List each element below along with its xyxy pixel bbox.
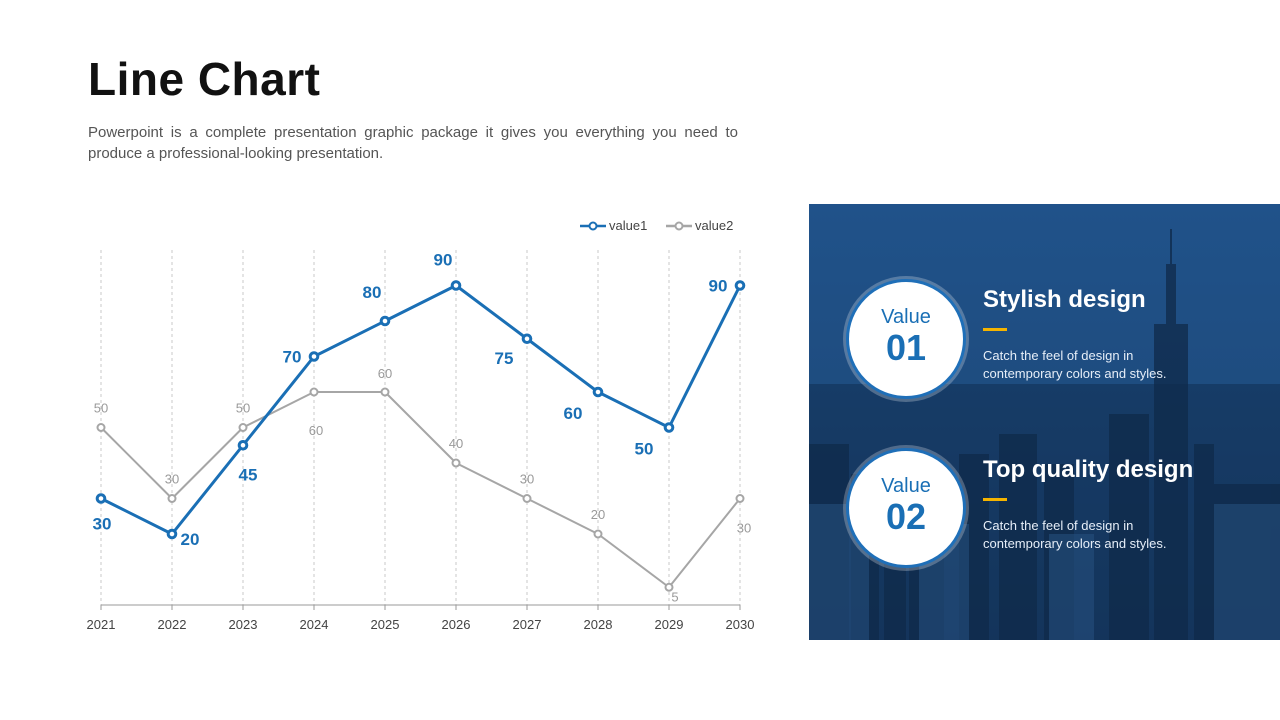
data-point-value1	[521, 333, 533, 345]
legend-marker-value1	[588, 221, 598, 231]
data-label-value2: 60	[378, 366, 392, 381]
data-point-value1	[592, 386, 604, 398]
data-label-value2: 40	[449, 436, 463, 451]
data-point-value2	[451, 458, 461, 468]
data-point-value1	[95, 493, 107, 504]
value-badge-number: 02	[885, 496, 927, 537]
data-point-value2	[735, 494, 745, 503]
feature-description: Catch the feel of design in contemporary…	[983, 348, 1167, 381]
value-badge-label: Value	[881, 306, 931, 328]
data-label-value1: 50	[635, 440, 654, 459]
data-label-value2: 60	[309, 423, 323, 438]
x-tick-label: 2024	[300, 617, 329, 632]
page-title: Line Chart	[88, 53, 321, 105]
series-line-value1	[100, 284, 742, 536]
data-label-value2: 30	[165, 472, 179, 487]
data-label-value1: 70	[283, 348, 302, 367]
x-tick-label: 2029	[655, 617, 684, 632]
data-label-value1: 60	[564, 404, 583, 423]
data-point-value2	[238, 423, 248, 432]
data-point-value2	[593, 529, 603, 539]
feature-panel: Value 01 Stylish design Catch the feel o…	[809, 204, 1280, 640]
x-tick-label: 2026	[442, 617, 471, 632]
x-tick-label: 2027	[513, 617, 542, 632]
data-label-value1: 90	[709, 277, 728, 296]
data-point-value1	[450, 280, 462, 291]
line-chart: 2021 2022 2023 2024 2025 2026 2027 2028 2029 2030…	[87, 218, 755, 632]
data-point-value2	[309, 387, 319, 397]
data-point-value2	[522, 494, 532, 503]
data-label-value1: 45	[239, 465, 258, 484]
value-badge-2: Value 02	[846, 448, 966, 568]
feature-title: Stylish design	[983, 286, 1146, 313]
data-label-value2: 5	[671, 589, 678, 604]
accent-bar	[983, 498, 1007, 501]
data-label-value2: 30	[737, 521, 751, 536]
x-tick-label: 2025	[371, 617, 400, 632]
legend-label: value1	[609, 218, 647, 233]
data-point-value1	[237, 439, 249, 451]
x-tick-label: 2021	[87, 617, 116, 632]
data-point-value1	[166, 528, 178, 540]
feature-title: Top quality design	[983, 456, 1194, 483]
city-skyline-image	[809, 204, 1280, 640]
data-label-value2: 20	[591, 507, 605, 522]
legend-marker-value2	[674, 221, 684, 231]
x-tick-label: 2028	[584, 617, 613, 632]
data-label-value2: 50	[94, 401, 108, 416]
feature-2: Top quality design Catch the feel of des…	[983, 456, 1253, 553]
x-tick-label: 2023	[229, 617, 258, 632]
data-point-value2	[96, 423, 106, 432]
data-point-value1	[663, 422, 675, 433]
accent-bar	[983, 328, 1007, 331]
data-point-value1	[734, 280, 746, 291]
data-point-value2	[167, 494, 177, 503]
data-label-value1: 90	[434, 251, 453, 270]
data-label-value1: 75	[495, 349, 514, 368]
data-point-value1	[308, 351, 320, 362]
data-point-value1	[379, 315, 391, 327]
data-point-value2	[380, 387, 390, 397]
data-label-value2: 50	[236, 401, 250, 416]
page-subtitle: Powerpoint is a complete presentation gr…	[88, 124, 738, 162]
value-badge-number: 01	[885, 327, 927, 368]
legend-label: value2	[695, 218, 733, 233]
series-line-value2	[100, 391, 741, 589]
data-point-value2	[664, 582, 674, 592]
data-label-value1: 80	[363, 283, 382, 302]
x-tick-label: 2022	[158, 617, 187, 632]
data-label-value2: 30	[520, 472, 534, 487]
value-badge-1: Value 01	[846, 279, 966, 399]
x-tick-label: 2030	[726, 617, 755, 632]
data-label-value1: 20	[181, 530, 200, 549]
feature-1: Stylish design Catch the feel of design …	[983, 286, 1253, 383]
value-badge-label: Value	[881, 475, 931, 497]
data-label-value1: 30	[93, 515, 112, 534]
feature-description: Catch the feel of design in contemporary…	[983, 518, 1167, 551]
